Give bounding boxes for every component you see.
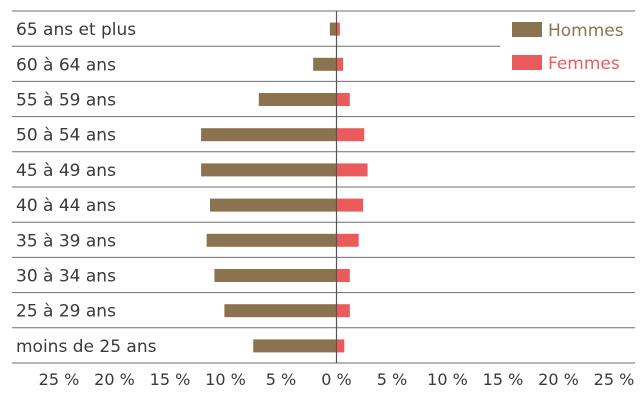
x-tick-label: 25 % [39, 370, 80, 389]
category-label: 55 à 59 ans [16, 91, 116, 111]
category-labels: 65 ans et plus 60 à 64 ans 55 à 59 ans 50 à… [16, 20, 157, 357]
bar-hommes [313, 57, 337, 71]
bar-hommes [206, 233, 337, 247]
bar-femmes [336, 57, 344, 71]
x-tick-label: 15 % [483, 370, 524, 389]
legend-swatch [512, 55, 542, 70]
x-axis: 25 % 20 % 15 % 10 % 5 % 0 % 5 % 10 % 15 % 20 % 25 … [39, 11, 635, 389]
x-tick-label: 5 % [377, 370, 407, 389]
bar-femmes [336, 22, 340, 36]
x-tick-label: 15 % [150, 370, 191, 389]
bar-hommes [258, 93, 337, 106]
bar-hommes [201, 128, 337, 142]
bar-hommes [329, 22, 337, 36]
bar-hommes [224, 304, 337, 318]
category-label: 25 à 29 ans [16, 302, 116, 322]
bar-femmes [336, 128, 365, 142]
bar-femmes [336, 198, 364, 212]
bar-femmes [336, 339, 345, 353]
bar-femmes [336, 304, 350, 318]
bar-hommes [214, 269, 337, 282]
category-label: moins de 25 ans [16, 337, 157, 357]
legend-swatch [512, 22, 542, 37]
legend-label: Femmes [548, 54, 620, 74]
x-tick-label: 0 % [321, 370, 351, 389]
category-label: 35 à 39 ans [16, 231, 116, 251]
bar-hommes [209, 198, 337, 212]
row-separators [12, 10, 635, 364]
bar-hommes [253, 339, 337, 353]
x-tick-label: 20 % [538, 370, 579, 389]
category-label: 50 à 54 ans [16, 126, 116, 146]
bar-femmes [336, 269, 350, 282]
legend-label: Hommes [548, 21, 624, 41]
x-tick-label: 25 % [594, 370, 635, 389]
bar-hommes [201, 163, 337, 177]
category-label: 30 à 34 ans [16, 267, 116, 287]
legend: Hommes Femmes [512, 21, 624, 74]
bars-group [201, 22, 368, 353]
category-label: 65 ans et plus [16, 20, 136, 40]
x-tick-label: 10 % [205, 370, 246, 389]
x-tick-label: 5 % [266, 370, 296, 389]
bar-femmes [336, 163, 368, 177]
category-label: 45 à 49 ans [16, 161, 116, 181]
category-label: 40 à 44 ans [16, 196, 116, 216]
x-tick-label: 20 % [94, 370, 135, 389]
category-label: 60 à 64 ans [16, 55, 116, 75]
bar-femmes [336, 233, 359, 247]
bar-femmes [336, 93, 350, 106]
x-tick-label: 10 % [427, 370, 468, 389]
